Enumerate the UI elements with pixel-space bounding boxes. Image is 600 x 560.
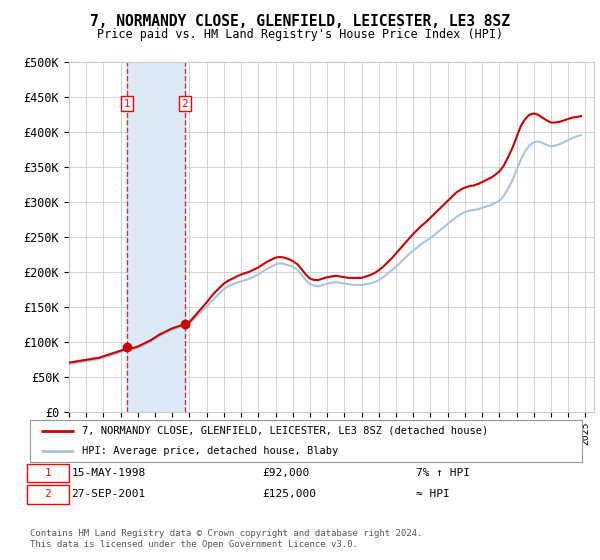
FancyBboxPatch shape: [27, 464, 68, 482]
Text: 7% ↑ HPI: 7% ↑ HPI: [416, 468, 470, 478]
Text: 2: 2: [181, 99, 188, 109]
Text: 1: 1: [124, 99, 130, 109]
Text: HPI: Average price, detached house, Blaby: HPI: Average price, detached house, Blab…: [82, 446, 338, 456]
Text: Price paid vs. HM Land Registry's House Price Index (HPI): Price paid vs. HM Land Registry's House …: [97, 28, 503, 41]
Text: 15-MAY-1998: 15-MAY-1998: [71, 468, 146, 478]
Text: 1: 1: [44, 468, 52, 478]
FancyBboxPatch shape: [27, 485, 68, 503]
Text: Contains HM Land Registry data © Crown copyright and database right 2024.
This d: Contains HM Land Registry data © Crown c…: [30, 529, 422, 549]
Bar: [127, 62, 185, 412]
Text: 2: 2: [44, 489, 52, 500]
Text: 7, NORMANDY CLOSE, GLENFIELD, LEICESTER, LE3 8SZ: 7, NORMANDY CLOSE, GLENFIELD, LEICESTER,…: [90, 14, 510, 29]
Text: £92,000: £92,000: [262, 468, 309, 478]
Text: ≈ HPI: ≈ HPI: [416, 489, 450, 500]
Text: 27-SEP-2001: 27-SEP-2001: [71, 489, 146, 500]
Text: 7, NORMANDY CLOSE, GLENFIELD, LEICESTER, LE3 8SZ (detached house): 7, NORMANDY CLOSE, GLENFIELD, LEICESTER,…: [82, 426, 488, 436]
Text: £125,000: £125,000: [262, 489, 316, 500]
